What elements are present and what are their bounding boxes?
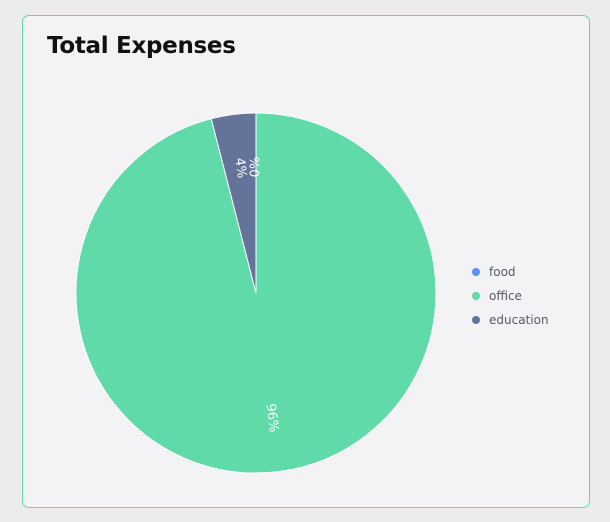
expenses-card: Total Expenses 0% 96% 4% food office educa… bbox=[22, 15, 590, 508]
legend-label-office: office bbox=[489, 289, 522, 303]
legend-item-food[interactable]: food bbox=[472, 260, 549, 284]
legend-label-education: education bbox=[489, 313, 549, 327]
legend-swatch-education bbox=[472, 316, 480, 324]
legend-item-education[interactable]: education bbox=[472, 308, 549, 332]
card-title: Total Expenses bbox=[47, 33, 236, 59]
pie-chart: 0% 96% 4% bbox=[75, 112, 437, 474]
slice-label-education: 4% bbox=[231, 157, 248, 179]
slice-label-office: 96% bbox=[263, 403, 282, 434]
slice-label-food: 0% bbox=[249, 157, 264, 178]
legend-swatch-food bbox=[472, 268, 480, 276]
legend-swatch-office bbox=[472, 292, 480, 300]
pie-slice-education[interactable] bbox=[210, 112, 257, 294]
legend-item-office[interactable]: office bbox=[472, 284, 549, 308]
chart-legend: food office education bbox=[472, 260, 549, 332]
legend-label-food: food bbox=[489, 265, 516, 279]
